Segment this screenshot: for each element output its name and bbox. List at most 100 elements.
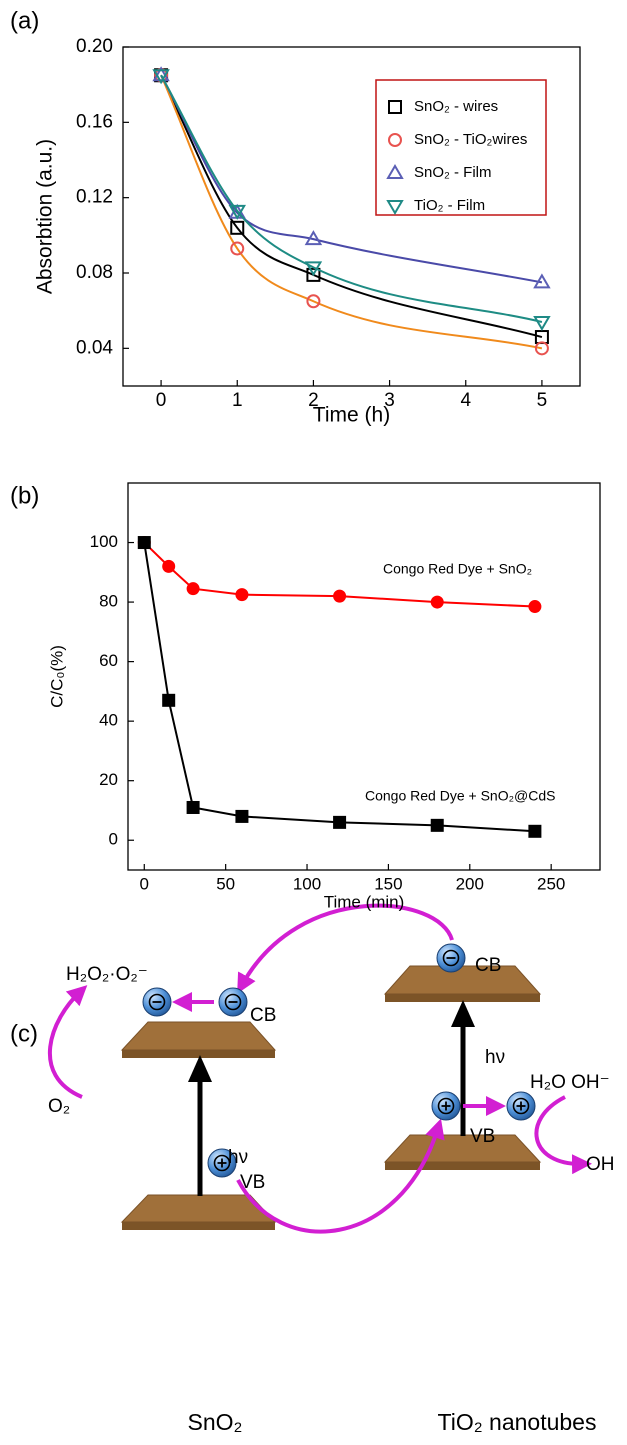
series-line xyxy=(160,74,543,350)
annotation: Congo Red Dye + SnO₂@CdS xyxy=(365,788,555,804)
legend-label: TiO₂ - Film xyxy=(414,197,485,214)
vb-label: VB xyxy=(470,1126,495,1147)
x-tick-label: 150 xyxy=(374,874,402,893)
marker xyxy=(228,204,246,220)
marker xyxy=(306,267,321,282)
marker xyxy=(533,315,551,331)
marker xyxy=(528,600,542,614)
marker xyxy=(152,66,170,82)
product-label: OH xyxy=(586,1154,615,1175)
hole xyxy=(507,1092,535,1120)
marker xyxy=(230,220,245,235)
marker xyxy=(430,818,444,832)
plot-frame xyxy=(122,46,581,387)
series-line xyxy=(160,74,543,284)
marker xyxy=(162,693,176,707)
marker xyxy=(534,341,549,356)
material-title: TiO₂ nanotubes xyxy=(438,1409,597,1435)
electron xyxy=(218,987,248,1017)
x-axis-label: Time (min) xyxy=(324,892,405,911)
cb-label: CB xyxy=(475,955,501,976)
marker xyxy=(528,824,542,838)
marker xyxy=(333,815,347,829)
cb-label: CB xyxy=(250,1005,276,1026)
legend-marker xyxy=(388,133,402,147)
x-tick-label: 1 xyxy=(232,390,243,411)
diagram: (c) CB VB hν O₂ H₂O₂·O₂⁻ SnO₂ xyxy=(10,903,615,1435)
chart: (a) 0 1 2 3 4 5 0.04 0.08 0.12 0.16 0.20 Time (h) Abs… xyxy=(10,7,581,427)
marker xyxy=(235,588,249,602)
hole-transfer-arrow xyxy=(236,1118,445,1234)
reduction-arrow xyxy=(47,985,88,1099)
electron-transfer-arrow xyxy=(237,903,454,994)
tio2-cb-plate xyxy=(383,965,542,995)
y-axis-label: C/C₀(%) xyxy=(47,645,66,708)
tio2-vb-plate xyxy=(383,1134,542,1163)
y-tick-label: 0.04 xyxy=(76,337,113,358)
annotation: Congo Red Dye + SnO₂ xyxy=(383,561,532,577)
y-tick-label: 0.16 xyxy=(76,111,113,132)
series-line xyxy=(160,74,543,338)
plate-edge xyxy=(122,1050,275,1058)
sno2-vb-plate xyxy=(120,1194,277,1223)
hole xyxy=(432,1092,460,1120)
marker xyxy=(137,536,151,550)
plate-edge xyxy=(385,1162,540,1170)
y-tick-label: 100 xyxy=(90,532,118,551)
electron xyxy=(142,987,172,1017)
x-tick-label: 2 xyxy=(308,390,319,411)
vb-label: VB xyxy=(240,1172,265,1193)
reactant-label: O₂ xyxy=(48,1096,70,1117)
y-tick-label: 40 xyxy=(99,711,118,730)
plate-edge xyxy=(385,994,540,1002)
legend-marker xyxy=(386,200,404,215)
x-tick-label: 3 xyxy=(384,390,395,411)
marker xyxy=(430,595,444,609)
panel-label: (c) xyxy=(10,1020,38,1047)
marker xyxy=(304,230,323,246)
x-tick-label: 0 xyxy=(140,874,149,893)
arrow-head xyxy=(451,1000,475,1027)
y-tick-label: 60 xyxy=(99,651,118,670)
marker xyxy=(230,241,245,256)
marker xyxy=(152,69,170,85)
y-axis-label: Absorbtion (a.u.) xyxy=(34,139,57,294)
marker xyxy=(235,809,249,823)
y-tick-label: 0.08 xyxy=(76,262,113,283)
y-tick-label: 80 xyxy=(99,592,118,611)
excitation-label: hν xyxy=(228,1147,248,1168)
legend-marker xyxy=(386,164,404,179)
legend-label: SnO₂ - TiO₂wires xyxy=(414,131,527,148)
marker xyxy=(533,273,551,289)
marker xyxy=(333,589,347,603)
x-tick-label: 200 xyxy=(456,874,484,893)
product-label: H₂O₂·O₂⁻ xyxy=(66,964,148,985)
marker xyxy=(162,559,176,573)
marker xyxy=(186,582,200,596)
y-tick-label: 20 xyxy=(99,770,118,789)
plate-edge xyxy=(122,1222,275,1230)
marker xyxy=(306,294,321,309)
x-tick-label: 4 xyxy=(460,390,471,411)
legend-marker xyxy=(388,100,402,114)
sno2-cb-plate xyxy=(120,1021,277,1051)
series-line xyxy=(160,74,543,323)
marker xyxy=(304,261,323,277)
oxidation-arrow xyxy=(534,1095,592,1175)
x-tick-label: 5 xyxy=(537,390,548,411)
legend-label: SnO₂ - Film xyxy=(414,164,492,181)
panel-label: (a) xyxy=(10,7,39,34)
x-tick-label: 0 xyxy=(156,390,167,411)
reactant-label: H₂O OH⁻ xyxy=(530,1072,610,1093)
x-tick-label: 100 xyxy=(293,874,321,893)
x-tick-label: 50 xyxy=(216,874,235,893)
arrow-head xyxy=(188,1055,212,1082)
x-tick-label: 250 xyxy=(537,874,565,893)
panel-label: (b) xyxy=(10,482,39,509)
legend-box xyxy=(375,79,547,216)
marker xyxy=(186,800,200,814)
y-tick-label: 0.12 xyxy=(76,187,113,208)
